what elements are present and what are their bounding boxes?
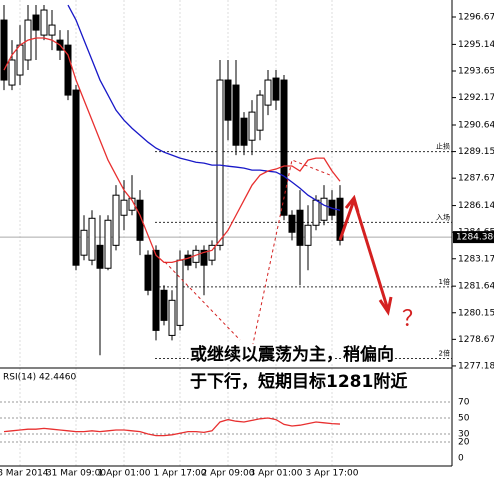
candle-body — [176, 259, 184, 326]
candle-body — [184, 254, 192, 266]
y-tick-label: 1289.155 — [458, 147, 494, 157]
y-tick-label: 1283.170 — [458, 254, 494, 264]
candle-body — [264, 79, 272, 106]
x-tick-label: 3 Apr 01:00 — [250, 469, 303, 479]
candle-body — [16, 44, 24, 76]
candle-body — [336, 197, 344, 241]
level-label: 入场 — [436, 212, 450, 221]
x-tick-label: 31 Mar 09:00 — [46, 469, 106, 479]
candle-body — [88, 217, 96, 261]
candle-body — [200, 249, 208, 266]
candle-body — [72, 89, 80, 266]
candle-body — [152, 249, 160, 331]
rsi-line — [3, 417, 341, 437]
candle-body — [112, 194, 120, 246]
candle-body — [208, 244, 216, 261]
candle-body — [280, 79, 288, 216]
y-tick-label: 1286.140 — [458, 201, 494, 211]
candle-body — [288, 214, 296, 233]
level-label: 2倍 — [439, 349, 450, 358]
candle-body — [48, 24, 56, 36]
ma-line — [67, 4, 341, 211]
candle-body — [136, 199, 144, 241]
candle-body — [304, 224, 312, 246]
annotation: 或继续以震荡为主，稍偏向 — [190, 344, 394, 365]
candle-body — [80, 229, 88, 256]
level-label: 1倍 — [439, 277, 450, 286]
y-tick-label: 0 — [458, 454, 464, 464]
current-price-box — [453, 231, 494, 244]
x-tick-label: 1 Apr 01:00 — [98, 469, 151, 479]
y-tick-label: 70 — [458, 398, 470, 408]
dashed-line — [249, 159, 331, 359]
candle-body — [240, 117, 248, 146]
candle-body — [96, 244, 104, 269]
y-tick-label: 1287.670 — [458, 174, 494, 184]
y-tick-label: 1278.670 — [458, 335, 494, 345]
x-tick-label: 2 Apr 09:00 — [202, 469, 255, 479]
x-tick-label: 28 Mar 2014 — [0, 469, 49, 479]
candle-body — [64, 44, 72, 96]
candle-body — [312, 199, 320, 226]
candle-body — [104, 219, 112, 269]
ma-line — [3, 37, 341, 263]
candle-body — [272, 77, 280, 101]
y-tick-label: 30 — [458, 430, 470, 440]
analysis-arrows — [164, 159, 393, 359]
candle-body — [128, 197, 136, 211]
y-tick-label: 1281.640 — [458, 282, 494, 292]
plot — [0, 4, 344, 437]
y-tick-label: 50 — [458, 414, 470, 424]
y-tick-label: 1292.170 — [458, 93, 494, 103]
candle-body — [232, 84, 240, 146]
candle-body — [160, 289, 168, 321]
y-tick-label: 20 — [458, 438, 470, 448]
x-tick-label: 1 Apr 17:00 — [154, 469, 207, 479]
rsi-title: RSI(14) 42.4460 — [3, 373, 76, 383]
candle-body — [320, 197, 328, 221]
y-tick-label: 1296.670 — [458, 13, 494, 23]
y-tick-label: 1277.185 — [458, 361, 494, 371]
candle-body — [256, 94, 264, 131]
current-price-label: 1284.380 — [456, 233, 494, 243]
dashed-line — [164, 261, 241, 341]
candle-body — [32, 14, 40, 31]
question-mark: ？ — [402, 307, 424, 332]
y-tick-label: 1280.155 — [458, 308, 494, 318]
candle-body — [144, 254, 152, 291]
arrow-head — [344, 194, 393, 316]
y-tick-label: 1293.655 — [458, 67, 494, 77]
candle-body — [120, 199, 128, 216]
x-tick-label: 3 Apr 17:00 — [306, 469, 359, 479]
candle-body — [8, 59, 16, 86]
y-tick-label: 1290.640 — [458, 120, 494, 130]
candle-body — [248, 111, 256, 141]
candle-body — [168, 299, 176, 336]
candle-body — [296, 209, 304, 246]
level-label: 止损 — [436, 142, 450, 151]
candle-body — [0, 19, 8, 81]
candle-body — [224, 79, 232, 121]
annotation: 于下行，短期目标1281附近 — [190, 371, 407, 392]
y-tick-label: 1295.140 — [458, 40, 494, 50]
candle-body — [40, 9, 48, 36]
candle-body — [216, 79, 224, 246]
